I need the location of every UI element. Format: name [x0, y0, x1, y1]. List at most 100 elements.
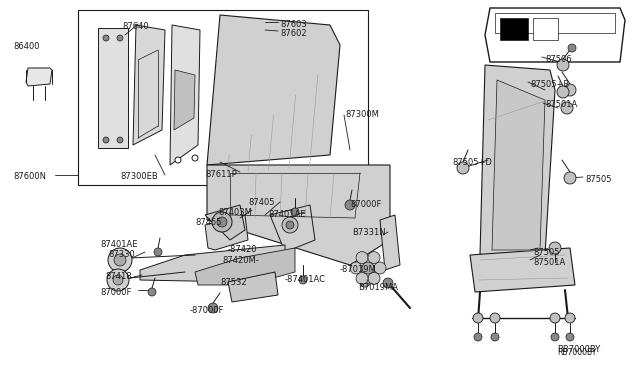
Text: 87505: 87505 [533, 248, 559, 257]
Circle shape [103, 35, 109, 41]
Circle shape [282, 217, 298, 233]
Text: B7019MA: B7019MA [358, 283, 398, 292]
Circle shape [291, 208, 299, 216]
Circle shape [374, 262, 386, 274]
Circle shape [299, 276, 307, 284]
Circle shape [557, 59, 569, 71]
Text: 87405: 87405 [248, 198, 275, 207]
Text: 87401AE: 87401AE [100, 240, 138, 249]
Polygon shape [207, 165, 390, 265]
Circle shape [561, 102, 573, 114]
Polygon shape [380, 215, 400, 270]
Text: 87501A: 87501A [533, 258, 565, 267]
Circle shape [549, 242, 561, 254]
Text: RB7000BY: RB7000BY [557, 348, 596, 357]
Circle shape [192, 155, 198, 161]
Polygon shape [140, 245, 285, 282]
Circle shape [368, 272, 380, 284]
Polygon shape [133, 25, 165, 145]
Polygon shape [480, 65, 555, 255]
Circle shape [356, 272, 368, 284]
Polygon shape [205, 215, 248, 250]
Circle shape [474, 333, 482, 341]
Text: 87000F: 87000F [350, 200, 381, 209]
Polygon shape [26, 68, 52, 86]
Circle shape [350, 262, 362, 274]
Text: 87401AE: 87401AE [268, 210, 305, 219]
Circle shape [368, 251, 380, 264]
Text: 87532: 87532 [220, 278, 246, 287]
Bar [78, 10, 368, 185]
Circle shape [113, 275, 123, 285]
Text: -87420: -87420 [228, 245, 257, 254]
Text: 87602: 87602 [280, 29, 307, 38]
Circle shape [356, 251, 368, 264]
Circle shape [566, 333, 574, 341]
Circle shape [383, 278, 393, 288]
Circle shape [565, 313, 575, 323]
Circle shape [360, 277, 370, 287]
Bar [500, 18, 528, 40]
Text: 87611P: 87611P [205, 170, 237, 179]
Text: 87300EB: 87300EB [120, 172, 157, 181]
Text: B7331N: B7331N [352, 228, 386, 237]
Circle shape [564, 84, 576, 96]
Text: -87401AC: -87401AC [285, 275, 326, 284]
Text: 87403M: 87403M [218, 208, 252, 217]
Circle shape [108, 248, 132, 272]
Circle shape [208, 303, 218, 313]
Bar [495, 13, 615, 33]
Circle shape [491, 333, 499, 341]
Circle shape [148, 288, 156, 296]
Circle shape [175, 157, 181, 163]
Circle shape [154, 248, 162, 256]
Text: 87506: 87506 [545, 55, 572, 64]
Text: -87019M: -87019M [340, 265, 377, 274]
Text: 87418: 87418 [105, 272, 132, 281]
Polygon shape [485, 8, 625, 62]
Text: 87640: 87640 [122, 22, 148, 31]
Text: 87330: 87330 [108, 250, 135, 259]
Text: 87455: 87455 [195, 218, 221, 227]
Text: 87300M: 87300M [345, 110, 379, 119]
Circle shape [473, 313, 483, 323]
Circle shape [114, 254, 126, 266]
Text: 87505+D: 87505+D [452, 158, 492, 167]
Text: RB7000BY: RB7000BY [557, 345, 600, 354]
Circle shape [551, 333, 559, 341]
Circle shape [107, 269, 129, 291]
Circle shape [217, 217, 227, 227]
Circle shape [564, 172, 576, 184]
Circle shape [286, 221, 294, 229]
Circle shape [557, 86, 569, 98]
Circle shape [362, 262, 374, 274]
Text: 87505: 87505 [585, 175, 611, 184]
Polygon shape [174, 70, 195, 130]
Circle shape [345, 200, 355, 210]
Circle shape [117, 35, 123, 41]
Text: -87000F: -87000F [190, 306, 225, 315]
Polygon shape [207, 15, 340, 165]
Circle shape [457, 162, 469, 174]
Polygon shape [228, 272, 278, 302]
Polygon shape [98, 28, 128, 148]
Text: 87600N: 87600N [13, 172, 46, 181]
Text: 87000F: 87000F [100, 288, 131, 297]
Text: 87505+B: 87505+B [530, 80, 569, 89]
Polygon shape [170, 25, 200, 165]
Polygon shape [492, 80, 545, 250]
Text: 87603: 87603 [280, 20, 307, 29]
Text: 86400: 86400 [13, 42, 40, 51]
Circle shape [568, 44, 576, 52]
Text: 87501A: 87501A [545, 100, 577, 109]
Polygon shape [205, 205, 245, 240]
Text: 87420M-: 87420M- [222, 256, 259, 265]
Polygon shape [470, 248, 575, 292]
Circle shape [490, 313, 500, 323]
Bar [533, 18, 558, 40]
Circle shape [117, 137, 123, 143]
Circle shape [550, 313, 560, 323]
Circle shape [103, 137, 109, 143]
Polygon shape [195, 248, 295, 285]
Polygon shape [270, 205, 315, 252]
